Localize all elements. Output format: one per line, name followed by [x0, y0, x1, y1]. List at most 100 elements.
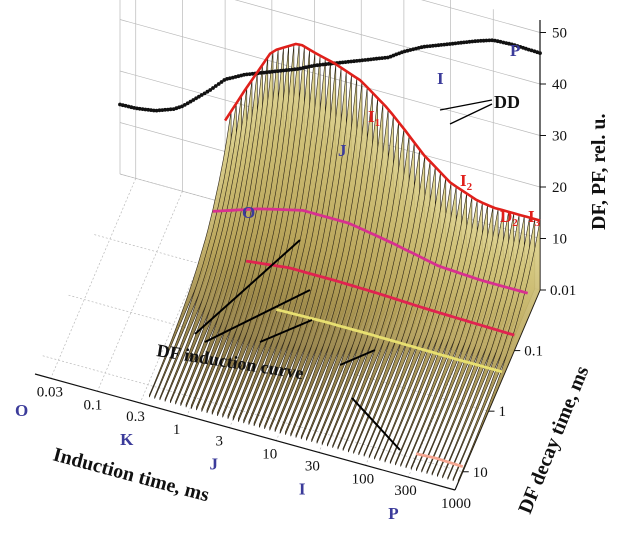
pf-point [261, 70, 266, 75]
dd-arrow [449, 103, 493, 125]
y-tick-label: 0.1 [524, 344, 543, 360]
pf-point [199, 93, 204, 97]
pf-point [202, 91, 207, 96]
pf-point [352, 59, 356, 64]
pf-point [478, 38, 483, 43]
pf-point [490, 38, 494, 43]
pf-point [354, 59, 359, 63]
dd-label: DD [494, 92, 520, 112]
pf-point [154, 108, 159, 113]
pf-point [374, 56, 379, 61]
pf-point [371, 57, 376, 61]
pf-point [292, 67, 297, 72]
x-tick-labels: 0.03 0.1 0.3 1 3 10 30 100 300 1000 [37, 384, 471, 512]
x-tick-label: 1000 [441, 496, 471, 512]
z-tick-label: 20 [552, 180, 567, 196]
x-tick-label: 0.1 [84, 397, 103, 413]
pf-point [123, 103, 128, 108]
pf-label-i: I [437, 69, 444, 88]
pf-point [295, 67, 300, 71]
df-decay-sheet [447, 217, 530, 480]
y-tick-label: 10 [473, 465, 488, 481]
pf-point [276, 69, 280, 73]
pf-point [323, 62, 328, 67]
pf-point [312, 63, 317, 68]
z-gridline [234, 0, 541, 85]
pf-point [326, 62, 331, 66]
annotation-arrows [194, 99, 493, 451]
pf-point [340, 60, 345, 65]
pf-point [366, 57, 370, 62]
floor-gridline-x [97, 191, 183, 392]
x-phase-label: O [15, 401, 28, 420]
x-tick-label: 100 [352, 471, 375, 487]
y-tick-label: 0.01 [550, 283, 576, 299]
z-gridline [421, 0, 541, 33]
pf-point [484, 38, 489, 43]
x-phase-label: P [388, 504, 398, 523]
x-axis-label: Induction time, ms [51, 444, 212, 507]
df-decay-sheets [149, 43, 541, 483]
pf-point [538, 51, 542, 55]
x-phase-label: I [299, 479, 306, 498]
df-decay-sheet [421, 210, 504, 473]
pf-point [349, 59, 353, 64]
pf-point [338, 60, 342, 65]
arrow-line [259, 319, 313, 343]
pf-label-o: O [242, 203, 255, 222]
df-decay-sheet [358, 172, 441, 456]
pf-point [205, 89, 210, 94]
pf-point [146, 107, 151, 112]
df-decay-sheet [395, 200, 478, 466]
df-decay-sheet [426, 211, 509, 474]
pf-point [456, 41, 461, 45]
pf-point [278, 68, 283, 73]
pf-point [447, 42, 452, 46]
pf-point [487, 38, 492, 43]
pf-point [160, 108, 165, 112]
df-decay-sheet [368, 183, 452, 458]
pf-point [273, 69, 277, 74]
df-induction-curve-2 [245, 259, 515, 337]
pf-point [369, 57, 373, 62]
pf-point [182, 103, 187, 107]
arrow-line [351, 397, 401, 451]
z-tick-label: 40 [552, 77, 567, 93]
pf-point [442, 42, 447, 47]
pf-point [473, 39, 478, 44]
pf-point [357, 58, 362, 63]
x-phase-label: J [210, 455, 219, 474]
pf-point [157, 108, 162, 113]
floor-gridline-x [50, 178, 137, 379]
pf-point [284, 68, 289, 73]
df-induction-curve-0 [224, 42, 541, 222]
df-decay-sheet [400, 202, 483, 467]
pf-point [244, 72, 249, 77]
pf-point [242, 72, 246, 77]
pf-point [197, 94, 201, 99]
pf-point [247, 72, 252, 76]
pf-point [185, 101, 190, 106]
arrow-line [194, 239, 301, 335]
pf-label-p: P [510, 41, 520, 60]
x-tick-label: 0.03 [37, 384, 63, 400]
pf-point [453, 41, 458, 46]
pf-point [321, 62, 325, 67]
df-decay-sheet [353, 166, 436, 454]
pf-point [270, 69, 275, 74]
arrow-line [204, 289, 311, 343]
pf-point [318, 63, 322, 67]
x-phase-labels: O K J I P [15, 401, 399, 523]
df-decay-sheet [347, 161, 431, 453]
x-tick-label: 1 [173, 422, 181, 438]
pf-point [380, 56, 384, 60]
pf-point [208, 88, 213, 92]
dd-arrow [439, 99, 493, 111]
pf-point [529, 48, 534, 53]
z-tick-label: 10 [552, 232, 567, 248]
pf-point [180, 104, 184, 109]
df-decay-sheet [342, 155, 426, 451]
pf-point [137, 106, 142, 111]
df-decay-sheet [410, 207, 494, 470]
